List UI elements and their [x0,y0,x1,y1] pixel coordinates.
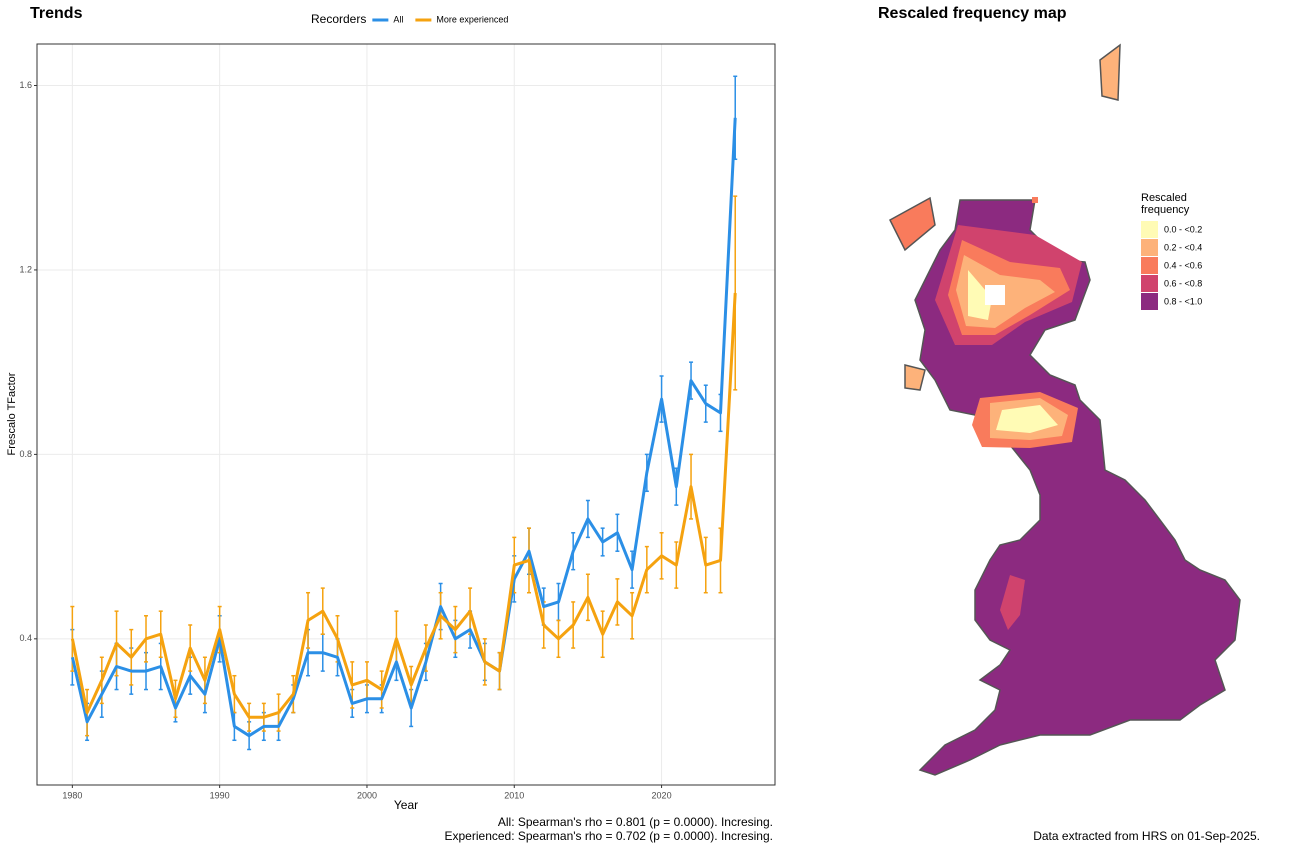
legend-swatch [1141,275,1158,292]
series-line [70,292,737,719]
annotation: All: Spearman's rho = 0.801 (p = 0.0000)… [498,815,773,829]
island [1099,43,1121,101]
plot-area [37,44,775,785]
map [889,43,1241,776]
annotation: Data extracted from HRS on 01-Sep-2025. [1033,829,1260,843]
legend-swatch [1141,221,1158,238]
legend-label: 0.2 - <0.4 [1164,242,1202,252]
map-legend: 0.0 - <0.2 0.2 - <0.4 0.4 - <0.6 0.6 - <0.8… [1141,221,1202,310]
region [1000,575,1025,630]
region [996,405,1058,433]
region [968,270,992,320]
legend-label: 0.0 - <0.2 [1164,224,1202,234]
x-tick-label: 1990 [210,790,230,800]
x-axis-label: Year [394,798,418,812]
island [1032,197,1038,203]
x-tick-label: 2020 [652,790,672,800]
y-tick-label: 0.4 [19,633,32,643]
error-bar [733,195,738,391]
legend-title-box: Rescaled frequency [1141,192,1190,216]
no-data [985,285,1005,305]
series-line [70,117,737,738]
x-tick-label: 1980 [62,790,82,800]
y-tick-label: 0.8 [19,449,32,459]
plot-border [36,43,776,786]
legend-label: 0.8 - <1.0 [1164,296,1202,306]
island [904,364,926,391]
y-tick-label: 1.2 [19,264,32,274]
legend-label: All [393,14,403,24]
island [889,196,936,252]
map-legend-title: Rescaled frequency [1141,192,1190,216]
map-title: Rescaled frequency map [878,5,1067,22]
y-tick-label: 1.6 [19,80,32,90]
legend-label: 0.6 - <0.8 [1164,278,1202,288]
x-tick-label: 2010 [504,790,524,800]
legend-swatch [1141,239,1158,256]
x-tick-label: 2000 [357,790,377,800]
legend-label: More experienced [436,14,508,24]
legend-swatch [1141,293,1158,310]
legend-swatch [1141,257,1158,274]
legend-label: 0.4 - <0.6 [1164,260,1202,270]
y-axis-label: Frescalo TFactor [6,372,18,455]
legend-title: Recorders [311,12,366,26]
annotation: Experienced: Spearman's rho = 0.702 (p =… [445,829,774,843]
chart-title: Trends [30,5,83,22]
